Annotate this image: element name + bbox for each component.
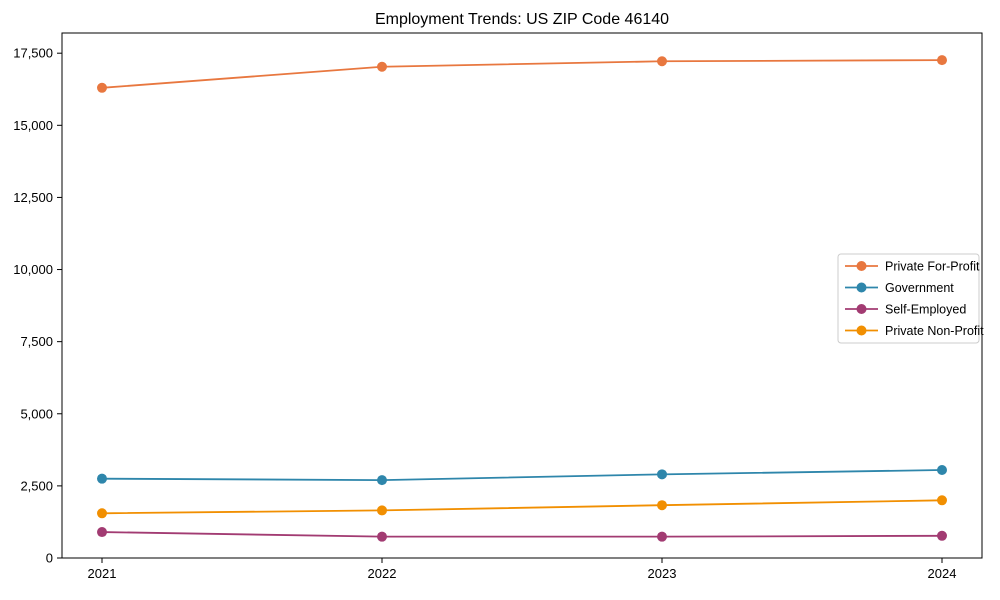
plot-area: 0 2,500 5,000 7,500 10,000 12,500 15,000 17,500… [13,32,984,581]
legend-box [837,253,980,344]
legend-marker-private-for-profit [856,261,867,271]
y-tick-label: 15,000 [13,118,53,133]
data-point-self-employed [97,527,107,538]
data-point-private-non-profit [657,500,667,511]
y-tick-label: 17,500 [13,46,53,61]
y-tick-label: 10,000 [13,262,53,277]
x-tick-label: 2024 [928,566,957,581]
series-line-private-non-profit [101,499,943,515]
legend-marker-private-non-profit [856,325,867,336]
data-point-government [657,469,667,480]
data-point-private-for-profit [937,55,947,66]
y-tick-label: 7,500 [20,334,53,349]
data-point-private-non-profit [937,495,947,506]
y-tick-label: 2,500 [20,478,53,493]
legend-label-private-for-profit: Private For-Profit [885,260,980,274]
legend-marker-government [856,282,867,293]
y-tick-label: 0 [46,551,53,566]
series-line-self-employed [101,531,943,538]
legend-label-private-non-profit: Private Non-Profit [885,324,984,338]
data-point-private-for-profit [657,56,667,67]
series-line-private-for-profit [101,59,943,89]
data-point-government [377,475,387,486]
series-line-government [101,469,943,482]
data-point-government [937,465,947,476]
x-tick-label: 2023 [648,566,677,581]
data-point-private-non-profit [97,508,107,519]
y-tick-label: 5,000 [20,406,53,421]
data-point-self-employed [937,530,947,541]
x-tick-label: 2021 [88,566,117,581]
data-point-private-non-profit [377,505,387,516]
data-point-self-employed [657,531,667,542]
y-tick-label: 12,500 [13,190,53,205]
x-tick-label: 2022 [368,566,397,581]
plot-border [61,32,983,559]
chart-title: Employment Trends: US ZIP Code 46140 [375,11,669,28]
data-point-private-for-profit [97,82,107,93]
legend-label-self-employed: Self-Employed [885,303,966,317]
legend-label-government: Government [885,281,954,295]
data-point-self-employed [377,531,387,542]
data-point-private-for-profit [377,61,387,72]
data-point-government [97,473,107,484]
legend-marker-self-employed [856,304,867,314]
